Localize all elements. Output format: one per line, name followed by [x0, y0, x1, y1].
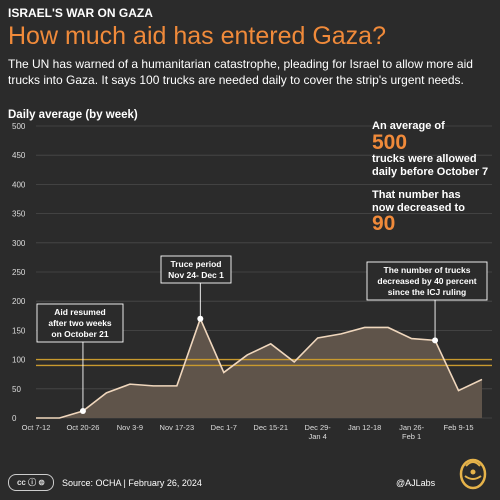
x-tick-label: Dec 15-21	[253, 423, 288, 432]
annotation-truce-box	[160, 255, 232, 284]
y-tick-label: 200	[12, 297, 26, 306]
side-text-5: now decreased to	[372, 202, 465, 214]
x-tick-label: Dec 29-	[305, 423, 332, 432]
annotation-aid-resumed-text: after two weeks	[48, 318, 112, 328]
x-tick-label: Oct 7-12	[22, 423, 51, 432]
side-text-2: trucks were allowed	[372, 153, 477, 165]
y-axis-label: Daily average (by week)	[8, 109, 138, 121]
y-tick-label: 500	[12, 122, 26, 131]
x-tick-label: Feb 1	[402, 432, 421, 441]
y-tick-label: 250	[12, 268, 26, 277]
x-tick-label: Feb 9-15	[444, 423, 474, 432]
side-number-90: 90	[372, 212, 396, 235]
y-tick-label: 100	[12, 356, 26, 365]
kicker: ISRAEL'S WAR ON GAZA	[8, 6, 153, 20]
y-tick-label: 50	[12, 385, 21, 394]
al-jazeera-logo-icon	[459, 458, 487, 490]
series-line	[36, 316, 483, 419]
side-text-1: An average of	[372, 120, 445, 132]
x-tick-label: Dec 1-7	[211, 423, 237, 432]
annotation-icj-text: since the ICJ ruling	[388, 287, 466, 297]
y-tick-label: 400	[12, 180, 26, 189]
y-tick-label: 350	[12, 210, 26, 219]
side-number-500: 500	[372, 131, 408, 154]
source-text: Source: OCHA | February 26, 2024	[62, 478, 202, 488]
brand-handle: @AJLabs	[396, 478, 436, 488]
x-tick-label: Jan 26-	[399, 423, 425, 432]
y-tick-label: 150	[12, 326, 26, 335]
x-tick-label: Oct 20-26	[66, 423, 99, 432]
side-text-4: That number has	[372, 189, 461, 201]
page-title: How much aid has entered Gaza?	[8, 22, 386, 50]
annotation-icj-text: decreased by 40 percent	[377, 276, 476, 286]
y-tick-label: 450	[12, 151, 26, 160]
creative-commons-badge: cc ⓘ ⊜	[8, 474, 54, 491]
y-tick-label: 0	[12, 414, 17, 423]
annotation-aid-resumed-box	[36, 303, 124, 343]
area-fill	[36, 318, 482, 418]
annotation-truce-text: Nov 24- Dec 1	[168, 270, 224, 280]
side-text-3: daily before October 7	[372, 166, 489, 178]
annotation-aid-resumed-text: on October 21	[51, 329, 108, 339]
annotation-aid-resumed-text: Aid resumed	[54, 307, 106, 317]
annotation-truce-text: Truce period	[170, 259, 221, 269]
annotation-icj-box	[366, 261, 488, 301]
x-tick-label: Jan 4	[309, 432, 327, 441]
y-tick-label: 300	[12, 239, 26, 248]
subtitle: The UN has warned of a humanitarian cata…	[8, 57, 473, 87]
x-tick-label: Nov 17-23	[160, 423, 195, 432]
x-tick-label: Jan 12-18	[348, 423, 381, 432]
x-tick-label: Nov 3-9	[117, 423, 143, 432]
annotation-icj-text: The number of trucks	[384, 265, 471, 275]
